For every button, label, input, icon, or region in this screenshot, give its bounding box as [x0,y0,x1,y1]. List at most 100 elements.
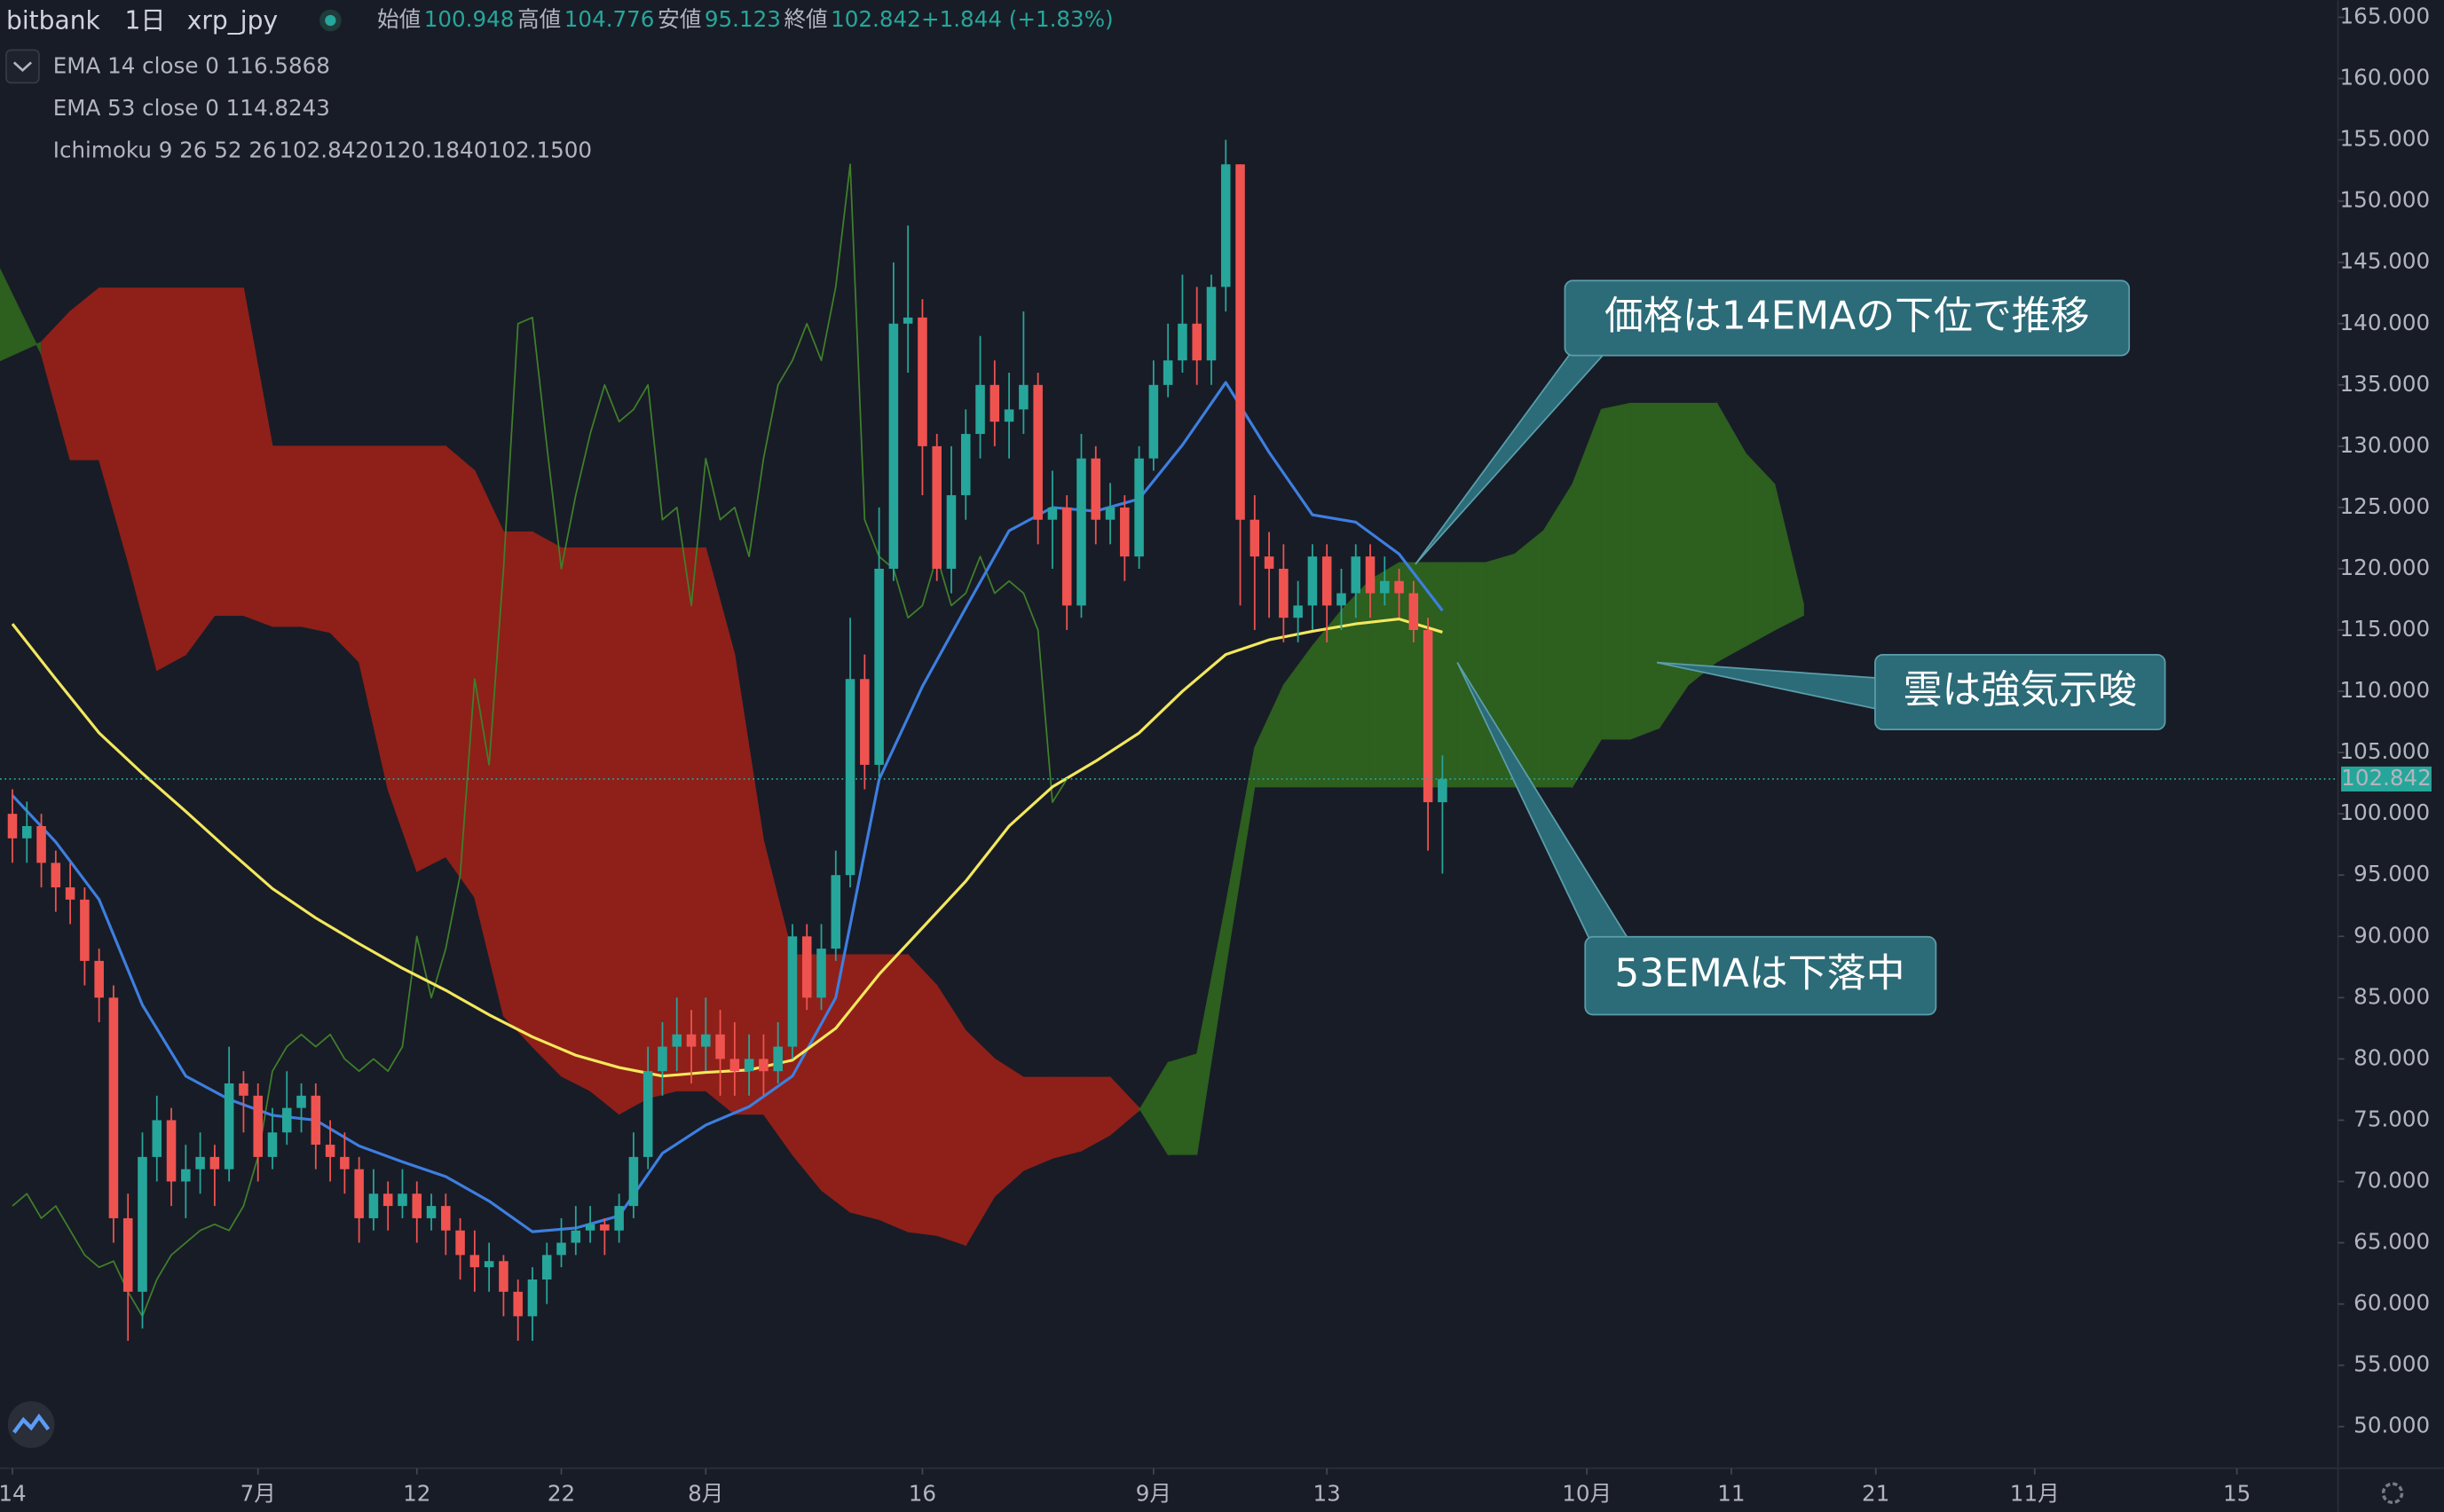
callout-box [1584,935,1937,1016]
candle-body [1163,360,1173,385]
x-tick-label: 7月 [240,1481,276,1507]
y-tick-label: 95.000 [2353,861,2430,886]
ichimoku-value: 102.8420 [279,138,382,163]
candle-body [541,1255,552,1280]
ichimoku-cloud [619,547,649,1115]
candle-body [441,1206,451,1231]
candle-body [152,1120,162,1157]
candle-body [1438,778,1447,803]
x-tick-label: 13 [1313,1481,1341,1507]
candle-body [368,1193,379,1218]
ichimoku-cloud [907,953,938,1236]
candle-body [816,949,826,998]
plot-area [0,139,2338,1342]
candle-body [1120,507,1130,557]
symbol[interactable]: xrp_jpy [187,6,278,35]
axes: 50.000 55.000 60.000 65.000 70.000 75.000 80.0… [0,3,2432,1507]
ichimoku-cloud [1659,402,1689,730]
ichimoku-cloud [1542,482,1573,788]
candle-body [469,1255,480,1268]
chevron-icon [12,61,33,72]
candle-body [513,1291,523,1317]
logo-mark [12,1413,51,1434]
settings-icon[interactable] [2381,1482,2404,1505]
candle-body [1351,556,1361,594]
y-tick-label: 55.000 [2353,1351,2430,1377]
ema53-name: EMA 53 close 0 [53,95,219,121]
y-tick-label: 130.000 [2340,432,2431,458]
candle-body [108,997,119,1218]
candle-body [7,814,18,839]
ichimoku-name: Ichimoku 9 26 52 26 [53,138,277,163]
candle-body [759,1059,769,1072]
x-tick-label: 9月 [1136,1481,1171,1507]
y-tick-label: 135.000 [2340,371,2431,397]
candle-body [1279,568,1289,618]
candle-body [1091,458,1101,520]
callout-text: 53EMAは下落中 [1614,951,1904,996]
candle-body [918,317,927,446]
y-tick-label: 115.000 [2340,616,2431,642]
candle-body [643,1071,653,1157]
candle-body [628,1156,639,1207]
candle-body [701,1034,711,1047]
candle-body [960,434,971,496]
candle-body [1206,287,1217,361]
candle-body [787,936,798,1047]
ema14-name: EMA 14 close 0 [53,53,219,79]
ichimoku-cloud [676,547,706,1091]
last-price-tag [2341,766,2432,791]
ichimoku-cloud [502,532,533,1048]
y-tick-label: 110.000 [2340,677,2431,703]
candle-body [1004,409,1014,422]
candle-body [340,1156,350,1169]
ichimoku-value: 102.1500 [488,138,592,163]
x-tick-label: 21 [1862,1481,1889,1507]
x-tick-label: 11 [1717,1481,1745,1507]
candle-body [122,1217,133,1292]
header: bitbank 1日 xrp_jpy 始値 100.948 高値 104.776… [6,6,1114,35]
candle-body [455,1230,465,1256]
candle-body [382,1193,393,1207]
candle-body [1336,593,1346,606]
candle-body [138,1156,147,1292]
interval[interactable]: 1日 [125,6,166,35]
candle-body [1293,605,1303,618]
y-tick-label: 155.000 [2340,126,2431,152]
candle-body [600,1224,610,1231]
y-tick-label: 100.000 [2340,799,2431,825]
x-tick-label: 12 [403,1481,430,1507]
callout-box [1874,653,2166,731]
candle-body [614,1206,624,1231]
status-dot [325,14,336,27]
callout-box [1564,280,2131,357]
close-label: 終値 [784,6,827,32]
ichimoku-cloud [214,287,244,616]
ichimoku-cloud [1745,452,1776,647]
candle-body [1192,323,1202,361]
candle-body [1033,384,1043,520]
candle-body [1321,556,1332,606]
candle-body [1394,580,1404,594]
collapse-button[interactable] [5,49,40,84]
y-tick-label: 80.000 [2353,1044,2430,1070]
ichimoku-cloud [416,445,446,872]
candle-body [398,1193,407,1207]
candle-body [412,1193,422,1218]
candle-body [975,384,985,435]
candle-body [1076,458,1086,606]
ema-line [11,381,1444,1233]
candle-body [281,1107,292,1133]
candle-body [845,679,855,876]
candle-body [773,1046,783,1072]
candle-body [1264,556,1274,569]
candle-body [80,899,90,961]
candle-body [1365,556,1376,594]
candle-body [729,1059,740,1072]
ichimoku-cloud [156,287,186,672]
candle-body [36,825,46,863]
candle-body [239,1083,248,1096]
candle-body [903,317,913,324]
ichimoku-cloud [532,531,563,1078]
